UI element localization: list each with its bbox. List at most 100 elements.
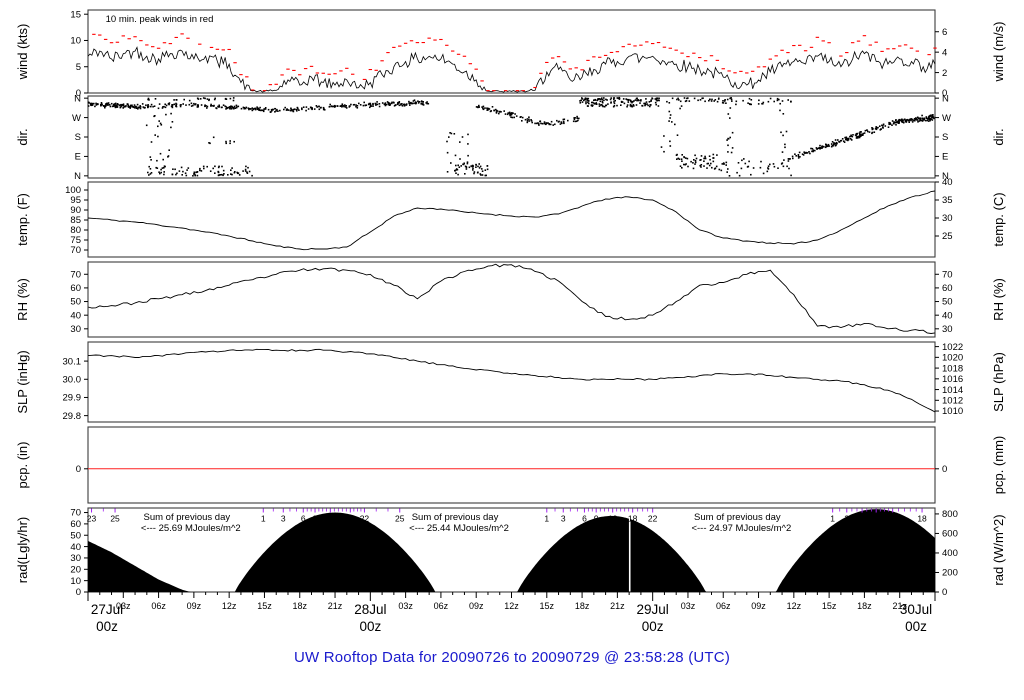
svg-text:18: 18 [346,514,356,524]
svg-text:200: 200 [942,568,958,579]
svg-text:90: 90 [70,205,81,216]
svg-text:12z: 12z [222,601,237,611]
svg-text:1016: 1016 [942,374,963,385]
svg-text:0: 0 [76,88,81,99]
svg-text:25: 25 [942,231,953,242]
svg-text:<--- 25.44 MJoules/m^2: <--- 25.44 MJoules/m^2 [409,523,509,534]
svg-text:28Jul: 28Jul [354,602,386,617]
svg-text:70: 70 [942,269,953,280]
svg-text:30.1: 30.1 [63,356,82,367]
svg-text:27Jul: 27Jul [91,602,123,617]
svg-text:W: W [72,113,81,124]
svg-text:W: W [942,113,951,124]
svg-text:E: E [75,152,81,163]
svg-text:29.8: 29.8 [63,411,82,422]
panel-wind: wind (kts) wind (m/s) 0 5 10 15 0 2 4 6 10 min. pe… [15,9,1006,99]
panel-slp: SLP (inHg) SLP (hPa)29.829.930.030.110101… [15,341,1006,423]
svg-text:23: 23 [87,514,97,524]
svg-text:12z: 12z [504,601,519,611]
svg-text:12z: 12z [787,601,802,611]
svg-text:30.0: 30.0 [63,374,82,385]
svg-text:40: 40 [70,542,81,553]
svg-text:10: 10 [70,36,81,47]
svg-text:22: 22 [360,514,370,524]
svg-text:18z: 18z [575,601,590,611]
svg-text:4: 4 [942,47,947,58]
svg-text:15z: 15z [257,601,272,611]
svg-text:30: 30 [70,324,81,335]
svg-text:wind (m/s): wind (m/s) [991,22,1006,83]
svg-text:Sum of previous day: Sum of previous day [412,512,499,523]
svg-text:00z: 00z [359,619,381,634]
svg-text:20: 20 [70,564,81,575]
svg-text:1: 1 [261,514,266,524]
svg-text:00z: 00z [905,619,927,634]
svg-text:21z: 21z [892,601,907,611]
svg-text:0: 0 [76,464,81,475]
svg-text:N: N [942,171,949,182]
svg-text:03z: 03z [398,601,413,611]
svg-text:85: 85 [70,215,81,226]
svg-text:rad(Lgly/hr): rad(Lgly/hr) [15,517,30,583]
svg-text:600: 600 [942,529,958,540]
svg-text:1012: 1012 [942,395,963,406]
svg-text:60: 60 [70,283,81,294]
svg-text:SLP (hPa): SLP (hPa) [991,352,1006,412]
svg-text:70: 70 [70,245,81,256]
svg-text:30: 30 [942,324,953,335]
svg-text:21z: 21z [328,601,343,611]
peak-winds-note: 10 min. peak winds in red [106,14,214,25]
svg-text:6: 6 [942,27,947,38]
svg-text:rad (W/m^2): rad (W/m^2) [991,514,1006,585]
svg-text:40: 40 [942,310,953,321]
svg-text:30Jul: 30Jul [900,602,932,617]
svg-text:15z: 15z [540,601,555,611]
svg-text:temp. (F): temp. (F) [15,193,30,246]
svg-text:N: N [942,93,949,104]
svg-text:dir.: dir. [15,128,30,145]
svg-text:N: N [74,171,81,182]
svg-text:09z: 09z [469,601,484,611]
solar-radiation-area [88,509,935,592]
svg-text:50: 50 [70,530,81,541]
svg-text:9: 9 [594,514,599,524]
svg-text:03z: 03z [681,601,696,611]
svg-text:RH (%): RH (%) [15,278,30,321]
svg-text:S: S [75,132,81,143]
svg-text:SLP (inHg): SLP (inHg) [15,350,30,413]
svg-text:E: E [942,152,948,163]
svg-text:70: 70 [70,269,81,280]
svg-text:3: 3 [844,514,849,524]
svg-text:60: 60 [70,519,81,530]
svg-text:18z: 18z [292,601,307,611]
svg-text:40: 40 [942,177,953,188]
svg-text:N: N [74,93,81,104]
svg-text:800: 800 [942,509,958,520]
svg-text:06z: 06z [151,601,166,611]
svg-text:13: 13 [888,514,898,524]
svg-text:21z: 21z [610,601,625,611]
svg-text:3: 3 [561,514,566,524]
svg-text:50: 50 [70,297,81,308]
svg-text:pcp. (in): pcp. (in) [15,442,30,489]
svg-text:06z: 06z [716,601,731,611]
svg-text:6: 6 [582,514,587,524]
svg-text:Sum of previous day: Sum of previous day [694,512,781,523]
svg-text:9: 9 [874,514,879,524]
svg-text:10: 10 [70,576,81,587]
svg-text:5: 5 [76,62,81,73]
svg-text:400: 400 [942,548,958,559]
svg-text:<--- 24.97 MJoules/m^2: <--- 24.97 MJoules/m^2 [691,523,791,534]
svg-text:dir.: dir. [991,128,1006,145]
svg-text:00z: 00z [642,619,664,634]
svg-text:0: 0 [942,464,947,475]
figure-title: UW Rooftop Data for 20090726 to 20090729… [293,649,731,666]
svg-text:09z: 09z [751,601,766,611]
svg-text:35: 35 [942,195,953,206]
svg-text:pcp. (mm): pcp. (mm) [991,436,1006,495]
svg-text:1010: 1010 [942,406,963,417]
